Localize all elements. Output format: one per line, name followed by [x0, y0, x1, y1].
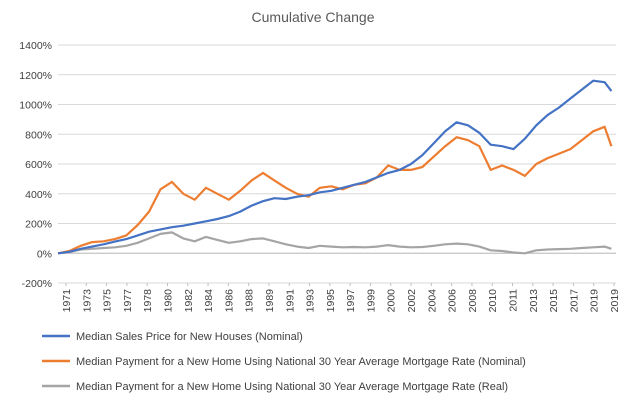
x-tick-label: 1971 [61, 289, 73, 313]
x-tick-label: 1995 [325, 289, 337, 313]
legend: Median Sales Price for New Houses (Nomin… [42, 331, 526, 393]
y-tick-label: -200% [22, 278, 52, 290]
x-tick-label: 1978 [142, 289, 154, 313]
legend-label: Median Payment for a New Home Using Nati… [76, 381, 508, 393]
x-tick-label: 1980 [162, 289, 174, 313]
x-tick-label: 2015 [548, 289, 560, 313]
x-tick-label: 2000 [386, 289, 398, 313]
y-tick-label: 400% [25, 189, 52, 201]
x-tick-label: 1997 [345, 289, 357, 313]
x-tick-label: 2013 [528, 289, 540, 313]
legend-label: Median Sales Price for New Houses (Nomin… [76, 331, 303, 343]
y-tick-label: 200% [25, 219, 52, 231]
y-tick-label: 1200% [19, 70, 52, 82]
x-tick-label: 2002 [406, 289, 418, 313]
y-tick-label: 800% [25, 129, 52, 141]
y-tick-label: 0% [37, 248, 52, 260]
x-tick-label: 1984 [203, 289, 215, 313]
x-tick-label: 1975 [102, 289, 114, 313]
x-tick-label: 1982 [183, 289, 195, 313]
x-axis: 1971 1973 1975 1977 1978 1980 1982 1984 1986 1988… [58, 252, 621, 313]
series-line-1 [57, 79, 613, 255]
x-tick-label: 1989 [264, 289, 276, 313]
x-tick-label: 1988 [244, 289, 256, 313]
series-line-2 [57, 125, 613, 255]
x-tick-label: 2004 [426, 289, 438, 313]
x-tick-label: 1986 [223, 289, 235, 313]
series-layer [57, 79, 613, 255]
x-tick-label: 2010 [487, 289, 499, 313]
y-tick-label: 1000% [19, 100, 52, 112]
x-tick-label: 1973 [81, 289, 93, 313]
y-axis-tick-labels: -200% 0% 200% 400% 600% 800% 1000% 1200% 1400% [19, 40, 52, 290]
x-tick-label: 2008 [467, 289, 479, 313]
x-tick-label: 1993 [305, 289, 317, 313]
x-tick-label: 1999 [365, 289, 377, 313]
x-tick-label: 2019 [589, 289, 601, 313]
y-tick-label: 1400% [19, 40, 52, 52]
y-tick-label: 600% [25, 159, 52, 171]
x-tick-label: 2019 [609, 289, 621, 313]
chart-title: Cumulative Change [252, 9, 375, 25]
x-tick-label: 1991 [284, 289, 296, 313]
x-tick-label: 2006 [447, 289, 459, 313]
x-tick-label: 2011 [508, 289, 520, 312]
x-tick-label: 2017 [568, 289, 580, 313]
x-tick-label: 1977 [122, 289, 134, 313]
series-line-3 [57, 231, 612, 255]
legend-label: Median Payment for a New Home Using Nati… [76, 356, 526, 368]
